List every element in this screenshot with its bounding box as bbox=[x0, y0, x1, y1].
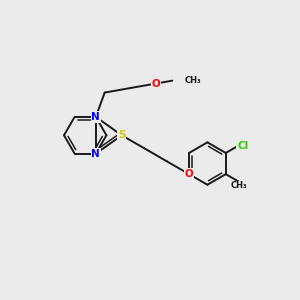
Text: Cl: Cl bbox=[237, 141, 249, 151]
Text: O: O bbox=[185, 169, 194, 179]
Text: CH₃: CH₃ bbox=[185, 76, 201, 85]
Text: S: S bbox=[118, 130, 125, 140]
Text: N: N bbox=[92, 112, 100, 122]
Text: O: O bbox=[151, 79, 160, 88]
Text: N: N bbox=[92, 148, 100, 159]
Text: CH₃: CH₃ bbox=[230, 182, 247, 190]
